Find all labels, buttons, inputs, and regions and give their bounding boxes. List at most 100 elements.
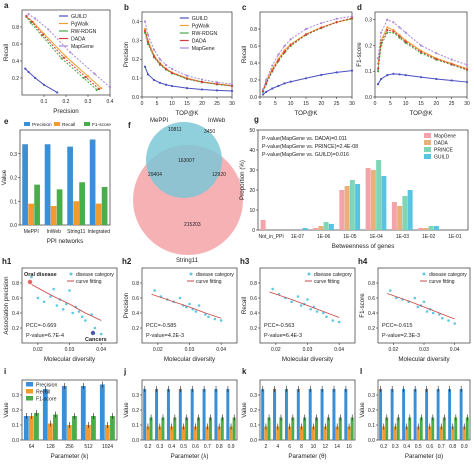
bar-GUILD	[381, 176, 387, 230]
point-GUILD	[271, 87, 274, 90]
bar-Recall	[276, 426, 280, 440]
bar-Recall	[393, 426, 397, 440]
point-MapGene	[164, 63, 168, 66]
bar-F1-score	[72, 416, 77, 440]
category-label: 256	[65, 444, 74, 450]
category-label: 1E-01	[448, 234, 462, 240]
point-MapGene	[230, 83, 234, 86]
category-label: 0.9	[228, 444, 235, 450]
scatter-point	[337, 320, 341, 324]
scatter-point	[42, 300, 46, 304]
bar-Precision	[459, 389, 463, 440]
scatter-point	[30, 275, 33, 279]
category-label: String11	[67, 229, 85, 235]
x-tick-label: 0	[259, 101, 262, 107]
y-tick-label: 0.4	[250, 311, 257, 317]
plot-frame	[141, 267, 238, 344]
bar-F1-score	[408, 417, 412, 440]
y-tick-label: 0.0	[250, 438, 257, 444]
category-label: 512	[84, 444, 93, 450]
point-DADA	[283, 50, 286, 54]
panel-f: MePPI InWeb String11 10811 3450 163007 29404 12…	[133, 118, 243, 264]
y-tick-label: 0.2	[250, 408, 257, 414]
x-axis-label: Molecular diversity	[44, 356, 96, 363]
category-label: 1E-03	[396, 234, 410, 240]
category-label: 4	[276, 444, 279, 450]
bar-Recall	[28, 416, 34, 440]
bar-DADA	[370, 170, 376, 230]
bar-Precision	[402, 389, 406, 440]
y-axis-label: Value	[3, 402, 10, 418]
fit-curve	[31, 284, 102, 321]
legend-swatch-Precision	[24, 122, 30, 126]
category-label: 1E-02	[422, 234, 436, 240]
x-tick-label: 20	[434, 101, 440, 107]
venn-region-count: 3450	[204, 129, 215, 135]
category-label: 0.3	[156, 444, 163, 450]
y-tick-label: 0.8	[250, 27, 257, 33]
pcc-annotation: PCC=-0.615	[382, 323, 412, 329]
panel-letter-d: d	[357, 3, 362, 12]
legend-marker-scatter	[422, 272, 426, 276]
legend-swatch-F1-score	[84, 122, 90, 126]
point-RW-RDGN	[386, 31, 389, 34]
point-MapGene	[108, 86, 112, 89]
bar-PRINCE	[428, 226, 434, 230]
scatter-point	[413, 296, 417, 300]
point-RW-RDGN	[95, 88, 98, 91]
scatter-point	[188, 302, 191, 306]
scatter-point	[447, 319, 450, 322]
plot-frame	[377, 267, 471, 344]
legend-label-F1-score: F1-score	[36, 397, 57, 403]
y-tick-label: 0.1	[368, 423, 375, 429]
scatter-point	[438, 313, 441, 316]
point-MapGene	[185, 74, 189, 77]
point-DADA	[335, 21, 338, 24]
bar-Recall	[217, 426, 221, 440]
legend-marker-scatter	[189, 272, 193, 276]
point-PgWalk	[386, 26, 389, 29]
bar-F1-score	[419, 417, 423, 440]
point-GUILD	[450, 79, 453, 82]
point-GUILD	[386, 74, 389, 77]
y-tick-label: 0.6	[12, 296, 19, 302]
bar-Recall	[416, 426, 420, 440]
point-DADA	[84, 76, 87, 79]
point-PgWalk	[86, 75, 90, 78]
bar-F1-score	[465, 417, 469, 440]
scatter-point	[71, 311, 74, 315]
y-tick-label: 0.1	[10, 199, 17, 205]
category-label: 2	[265, 444, 268, 450]
point-DADA	[450, 63, 453, 66]
bar-Precision	[332, 389, 336, 440]
point-DADA	[265, 82, 268, 85]
bar-Recall	[229, 426, 233, 440]
panel-k: Parameter (θ) Value 0.0 0.1 0.2 0.3 2 4 6 8 10 12 14…	[241, 379, 356, 460]
bar-Precision	[80, 386, 86, 440]
y-tick-label: 0.3	[365, 18, 372, 24]
x-tick-label: 0.02	[271, 347, 281, 353]
category-label: 0.3	[392, 444, 399, 450]
y-tick-label: 0.8	[250, 281, 257, 287]
point-GUILD	[24, 67, 27, 70]
legend-label-RW-RDGN: RW-RDGN	[192, 31, 218, 37]
bar-Precision	[379, 389, 383, 440]
pvalue-annotation: P-value=2.3E-3	[382, 333, 420, 339]
plot-frame	[257, 129, 469, 231]
pcc-annotation: PCC=-0.563	[264, 323, 294, 329]
category-label: 0.7	[438, 444, 445, 450]
x-tick-label: 0.2	[63, 99, 70, 105]
scatter-point	[388, 289, 392, 292]
x-axis-label: Molecular diversity	[282, 356, 334, 363]
bar-Precision	[344, 389, 348, 440]
bar-F1-score	[208, 417, 212, 440]
bar-Precision	[178, 389, 182, 440]
point-MapGene	[152, 48, 156, 51]
bar-Recall	[181, 426, 185, 440]
category-label: MePPI	[24, 229, 39, 235]
bar-Precision	[42, 389, 48, 440]
bar-Recall	[462, 426, 466, 440]
scatter-point	[178, 296, 182, 300]
point-GUILD	[158, 81, 162, 84]
series-line-MapGene	[144, 21, 233, 85]
